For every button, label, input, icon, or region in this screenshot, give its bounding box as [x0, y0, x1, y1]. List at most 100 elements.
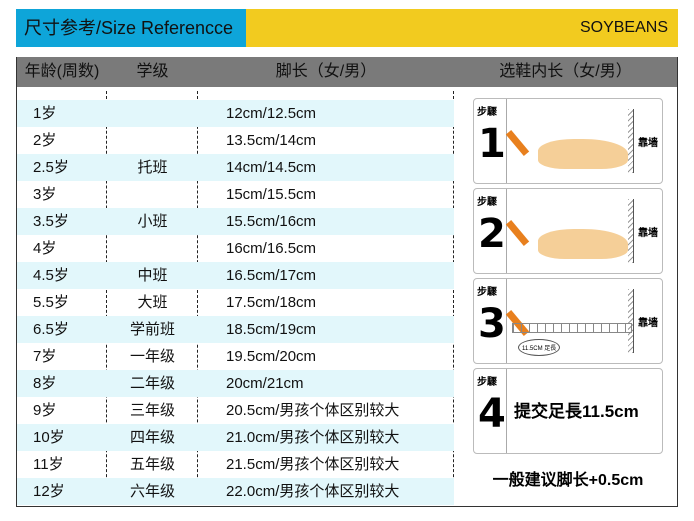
wall-icon — [628, 199, 634, 263]
header-age: 年龄(周数) — [24, 63, 100, 80]
step-label: 步驟 — [477, 287, 497, 298]
grade-cell: 三年级 — [129, 402, 175, 419]
wall-label: 靠墙 — [638, 138, 658, 149]
foot-illustration — [538, 229, 628, 259]
age-cell: 2.5岁 — [33, 159, 69, 176]
step-number: 1 — [478, 121, 506, 167]
grade-cell — [107, 100, 198, 127]
age-cell: 12岁 — [33, 483, 65, 500]
foot-length-cell: 18.5cm/19cm — [226, 321, 317, 338]
ruler-note: 11.5CM 足長 — [518, 339, 561, 356]
foot-length-cell: 20cm/21cm — [226, 375, 304, 392]
age-cell: 3.5岁 — [33, 213, 69, 230]
grade-cell — [107, 181, 198, 208]
foot-length-cell: 16cm/16.5cm — [226, 240, 317, 257]
divider — [197, 91, 198, 502]
age-cell: 4岁 — [33, 240, 57, 257]
table-row: 8岁 二年级 20cm/21cm — [17, 370, 454, 397]
grade-cell: 四年级 — [129, 429, 175, 446]
step-number: 4 — [478, 391, 506, 437]
banner: 尺寸参考/Size Referencce SOYBEANS — [16, 9, 678, 47]
table-row: 5.5岁 大班 17.5cm/18cm — [17, 289, 454, 316]
foot-length-cell: 21.5cm/男孩个体区别较大 — [226, 456, 400, 473]
age-cell: 9岁 — [33, 402, 57, 419]
table-row: 7岁 一年级 19.5cm/20cm — [17, 343, 454, 370]
header-grade: 学级 — [136, 63, 169, 80]
table-row: 2.5岁 托班 14cm/14.5cm — [17, 154, 454, 181]
age-cell: 8岁 — [33, 375, 57, 392]
table-row: 1岁 12cm/12.5cm — [17, 100, 454, 127]
divider — [506, 279, 507, 363]
header-foot-length: 脚长（女/男） — [275, 63, 377, 80]
step4-text: 提交足長11.5cm — [514, 402, 639, 421]
table-header: 年龄(周数) 学级 脚长（女/男） 选鞋内长（女/男） — [17, 57, 677, 87]
age-cell: 11岁 — [33, 456, 64, 473]
age-cell: 6.5岁 — [33, 321, 69, 338]
grade-cell: 五年级 — [129, 456, 175, 473]
banner-title: 尺寸参考/Size Referencce — [16, 9, 246, 47]
grade-cell: 小班 — [137, 213, 168, 230]
foot-length-cell: 12cm/12.5cm — [226, 105, 317, 122]
divider — [506, 99, 507, 183]
header-shoe-length: 选鞋内长（女/男） — [499, 63, 632, 80]
divider — [506, 189, 507, 273]
size-table: 年龄(周数) 学级 脚长（女/男） 选鞋内长（女/男） 1岁 12cm/12.5c… — [16, 57, 678, 507]
foot-length-cell: 22.0cm/男孩个体区别较大 — [226, 483, 400, 500]
foot-length-cell: 21.0cm/男孩个体区别较大 — [226, 429, 400, 446]
table-row: 2岁 13.5cm/14cm — [17, 127, 454, 154]
wall-icon — [628, 109, 634, 173]
foot-length-cell: 13.5cm/14cm — [226, 132, 317, 149]
step-label: 步驟 — [477, 197, 497, 208]
wall-icon — [628, 289, 634, 353]
divider — [506, 369, 507, 453]
foot-length-cell: 15.5cm/16cm — [226, 213, 317, 230]
grade-cell: 二年级 — [129, 375, 175, 392]
divider — [106, 91, 107, 502]
table-row: 11岁 五年级 21.5cm/男孩个体区别较大 — [17, 451, 454, 478]
ruler-icon — [512, 323, 632, 333]
age-cell: 4.5岁 — [33, 267, 69, 284]
step-number: 2 — [478, 211, 506, 257]
age-cell: 7岁 — [33, 348, 57, 365]
suggestion-note: 一般建议脚长+0.5cm — [492, 472, 644, 489]
foot-length-cell: 19.5cm/20cm — [226, 348, 317, 365]
table-row: 4岁 16cm/16.5cm — [17, 235, 454, 262]
age-cell: 2岁 — [33, 132, 57, 149]
wall-label: 靠墙 — [638, 318, 658, 329]
age-cell: 1岁 — [33, 105, 57, 122]
table-row: 10岁 四年级 21.0cm/男孩个体区别较大 — [17, 424, 454, 451]
grade-cell — [107, 127, 198, 154]
foot-length-cell: 17.5cm/18cm — [226, 294, 317, 311]
grade-cell: 一年级 — [129, 348, 175, 365]
grade-cell — [107, 235, 198, 262]
grade-cell: 托班 — [137, 159, 168, 176]
step-1: 步驟 1 靠墙 — [473, 98, 663, 184]
brand-name: SOYBEANS — [246, 9, 678, 47]
divider — [453, 91, 454, 502]
wall-label: 靠墙 — [638, 228, 658, 239]
step-3: 步驟 3 靠墙 11.5CM 足長 — [473, 278, 663, 364]
age-cell: 3岁 — [33, 186, 57, 203]
grade-cell: 中班 — [137, 267, 168, 284]
foot-length-cell: 15cm/15.5cm — [226, 186, 317, 203]
table-row: 9岁 三年级 20.5cm/男孩个体区别较大 — [17, 397, 454, 424]
grade-cell: 大班 — [137, 294, 168, 311]
table-row: 3.5岁 小班 15.5cm/16cm — [17, 208, 454, 235]
table-row: 12岁 六年级 22.0cm/男孩个体区别较大 — [17, 478, 454, 505]
foot-length-cell: 14cm/14.5cm — [226, 159, 317, 176]
age-cell: 10岁 — [33, 429, 65, 446]
table-body: 1岁 12cm/12.5cm 2岁 13.5cm/14cm 2.5岁 托班 14cm/14.… — [17, 100, 454, 505]
pencil-icon — [505, 130, 530, 156]
step-label: 步驟 — [477, 377, 497, 388]
age-cell: 5.5岁 — [33, 294, 69, 311]
step-number: 3 — [478, 301, 506, 347]
foot-illustration — [538, 139, 628, 169]
measure-steps: 步驟 1 靠墙 步驟 2 靠墙 步驟 3 靠墙 11.5CM 足長 步驟 4 提交足長11.5cm — [473, 98, 663, 458]
foot-length-cell: 20.5cm/男孩个体区别较大 — [226, 402, 400, 419]
step-2: 步驟 2 靠墙 — [473, 188, 663, 274]
table-row: 4.5岁 中班 16.5cm/17cm — [17, 262, 454, 289]
grade-cell: 学前班 — [129, 321, 175, 338]
foot-length-cell: 16.5cm/17cm — [226, 267, 317, 284]
grade-cell: 六年级 — [129, 483, 175, 500]
table-row: 3岁 15cm/15.5cm — [17, 181, 454, 208]
